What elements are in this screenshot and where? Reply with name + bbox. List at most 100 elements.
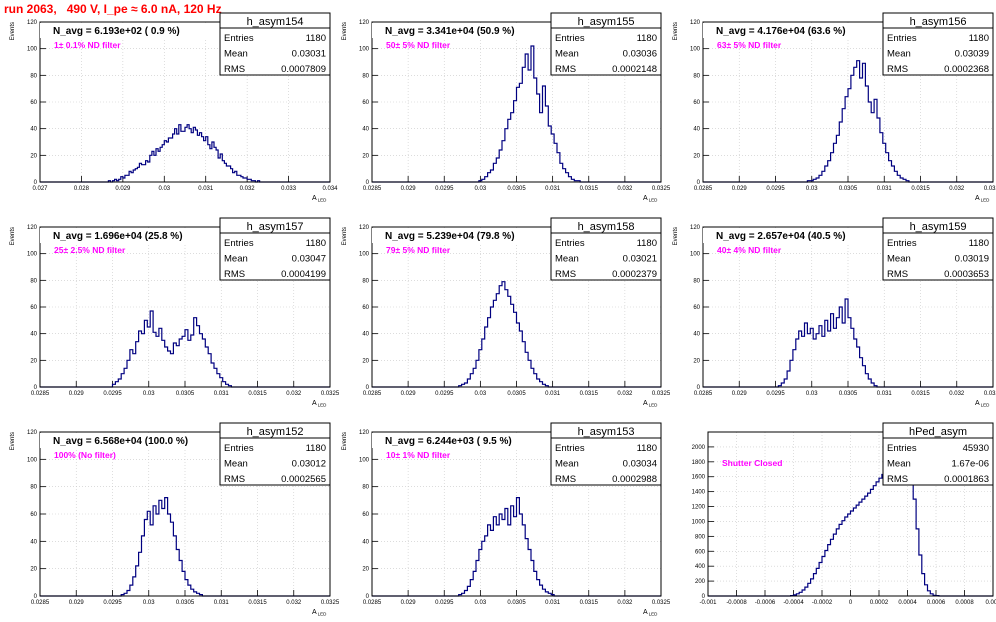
y-tick-label: 100 xyxy=(359,47,370,53)
y-tick-label: 0 xyxy=(34,180,38,186)
x-tick-label: 0.029 xyxy=(69,391,85,397)
y-tick-label: 600 xyxy=(695,549,706,555)
histogram-panel-h_asym156: 0.0285 0.029 0.0295 0.03 0.0305 0.031 0.0315 0.… xyxy=(673,12,996,203)
y-tick-label: 2000 xyxy=(692,445,706,451)
x-tick-label: -0.0002 xyxy=(812,600,833,606)
x-tick-label: 0 xyxy=(849,600,853,606)
navg-box xyxy=(40,433,216,448)
stats-label: RMS xyxy=(887,474,908,485)
x-tick-label: 0.0002 xyxy=(870,600,889,606)
x-tick-label: 0.0285 xyxy=(694,391,713,397)
y-tick-label: 60 xyxy=(362,512,369,518)
x-tick-label: 0.029 xyxy=(401,391,417,397)
stats-title: h_asym158 xyxy=(578,221,635,233)
stats-label: Entries xyxy=(555,238,585,249)
stats-value: 45930 xyxy=(963,443,989,454)
y-tick-label: 40 xyxy=(362,332,369,338)
stats-box xyxy=(882,422,994,486)
filter-label: 100% (No filter) xyxy=(54,450,116,460)
y-tick-label: 20 xyxy=(362,153,369,159)
filter-label: Shutter Closed xyxy=(722,458,782,468)
x-tick-label: 0.032 xyxy=(286,600,302,606)
x-tick-label: 0.029 xyxy=(401,600,417,606)
x-tick-label: 0.033 xyxy=(281,186,297,192)
stats-value: 0.03036 xyxy=(623,49,657,60)
stats-box xyxy=(550,217,662,281)
plot-frame xyxy=(39,226,331,388)
x-tick-label: 0.0285 xyxy=(694,186,713,192)
x-tick-label: 0.03 xyxy=(158,186,170,192)
x-tick-label: 0.0006 xyxy=(927,600,946,606)
y-tick-label: 100 xyxy=(690,47,701,53)
stats-label: Entries xyxy=(887,238,917,249)
stats-label: RMS xyxy=(555,269,576,280)
y-tick-label: 20 xyxy=(30,153,37,159)
x-tick-label: 0.0305 xyxy=(507,391,526,397)
stats-value: 1180 xyxy=(306,443,326,454)
x-tick-label: 0.032 xyxy=(286,391,302,397)
x-tick-label: 0.0325 xyxy=(652,600,671,606)
y-tick-label: 80 xyxy=(30,73,37,79)
y-tick-label: 20 xyxy=(693,153,700,159)
x-tick-label: -0.0004 xyxy=(783,600,804,606)
x-tick-label: 0.001 xyxy=(985,600,996,606)
x-tick-label: 0.032 xyxy=(617,600,633,606)
stats-title: h_asym155 xyxy=(578,16,635,28)
y-tick-label: 80 xyxy=(30,485,37,491)
x-tick-label: 0.029 xyxy=(115,186,131,192)
x-tick-label: 0.028 xyxy=(74,186,90,192)
stats-box xyxy=(219,217,331,281)
x-tick-label: 0.0285 xyxy=(363,600,382,606)
x-tick-label: 0.0325 xyxy=(652,186,671,192)
x-axis-title: ALED xyxy=(312,400,327,408)
y-tick-label: 40 xyxy=(30,332,37,338)
stats-label: Mean xyxy=(224,254,248,265)
x-tick-label: 0.0315 xyxy=(580,600,599,606)
navg-box xyxy=(372,433,547,448)
x-tick-label: 0.0305 xyxy=(176,600,195,606)
x-tick-label: 0.031 xyxy=(545,391,561,397)
x-tick-label: 0.03 xyxy=(143,391,155,397)
x-tick-label: 0.0325 xyxy=(652,391,671,397)
x-tick-label: 0.03 xyxy=(806,186,818,192)
y-tick-label: 0 xyxy=(702,594,706,600)
histogram-panel-h_asym154: 0.027 0.028 0.029 0.03 0.031 0.032 0.033 0.034 0… xyxy=(10,12,338,203)
stats-label: Mean xyxy=(887,459,911,470)
x-tick-label: 0.031 xyxy=(877,391,893,397)
histogram-panel-h_asym159: 0.0285 0.029 0.0295 0.03 0.0305 0.031 0.0315 0.… xyxy=(673,217,996,408)
stats-value: 0.0001863 xyxy=(944,474,989,485)
stats-label: Mean xyxy=(555,254,579,265)
y-tick-label: 0 xyxy=(697,180,701,186)
y-tick-label: 40 xyxy=(362,539,369,545)
x-tick-label: -0.0006 xyxy=(755,600,776,606)
plot-frame xyxy=(702,226,994,388)
x-axis-title: ALED xyxy=(643,400,658,408)
stats-label: Mean xyxy=(887,254,911,265)
x-tick-label: -0.0008 xyxy=(726,600,747,606)
stats-label: Entries xyxy=(555,443,585,454)
navg-box xyxy=(372,228,547,243)
y-tick-label: 120 xyxy=(359,225,370,231)
y-axis-title: Events xyxy=(342,432,348,450)
y-axis-title: Events xyxy=(342,22,348,40)
plot-frame xyxy=(371,431,662,597)
x-tick-label: 0.0325 xyxy=(321,391,340,397)
x-tick-label: 0.0295 xyxy=(435,600,454,606)
x-tick-label: 0.0315 xyxy=(911,186,930,192)
stats-value: 0.03039 xyxy=(955,49,989,60)
stats-label: RMS xyxy=(224,64,245,75)
stats-label: RMS xyxy=(224,474,245,485)
navg-label: N_avg = 3.341e+04 (50.9 %) xyxy=(385,26,515,37)
stats-box xyxy=(882,12,994,76)
y-tick-label: 0 xyxy=(366,385,370,391)
stats-label: RMS xyxy=(224,269,245,280)
stats-label: Entries xyxy=(224,238,254,249)
y-tick-label: 40 xyxy=(30,539,37,545)
filter-label: 40± 4% ND filter xyxy=(717,245,782,255)
x-tick-label: 0.034 xyxy=(322,186,338,192)
navg-box xyxy=(40,228,216,243)
plot-frame xyxy=(371,226,662,388)
histogram-panel-h_asym153: 0.0285 0.029 0.0295 0.03 0.0305 0.031 0.0315 0.… xyxy=(342,422,671,617)
x-tick-label: 0.0285 xyxy=(31,391,50,397)
x-axis-title: ALED xyxy=(312,195,327,203)
